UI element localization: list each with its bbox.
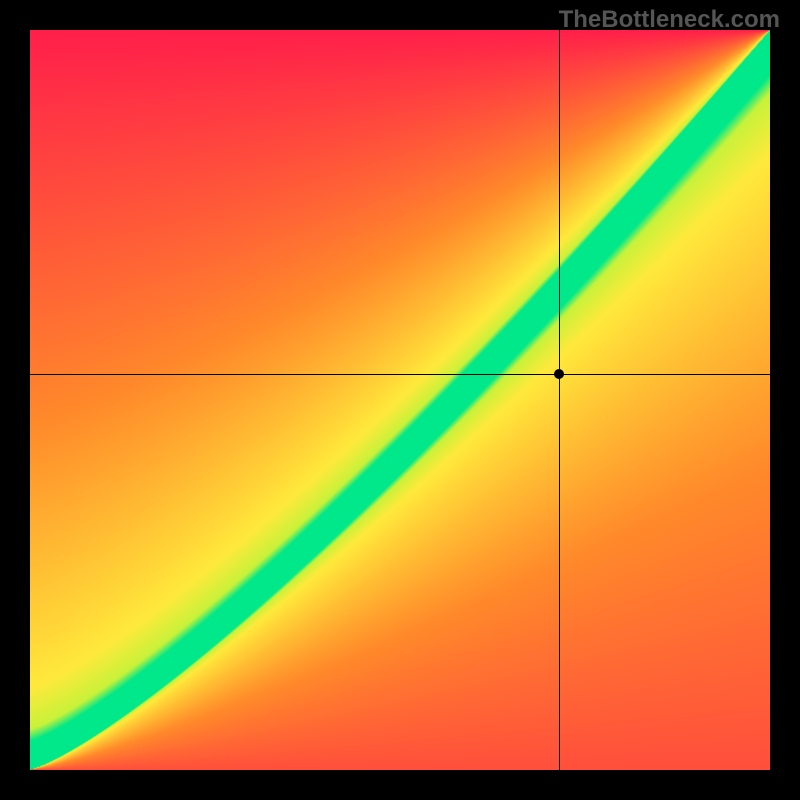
crosshair-horizontal <box>30 374 770 375</box>
watermark-text: TheBottleneck.com <box>559 6 780 34</box>
crosshair-marker <box>554 369 564 379</box>
plot-area <box>30 30 770 770</box>
crosshair-vertical <box>559 30 560 770</box>
heatmap-canvas <box>30 30 770 770</box>
